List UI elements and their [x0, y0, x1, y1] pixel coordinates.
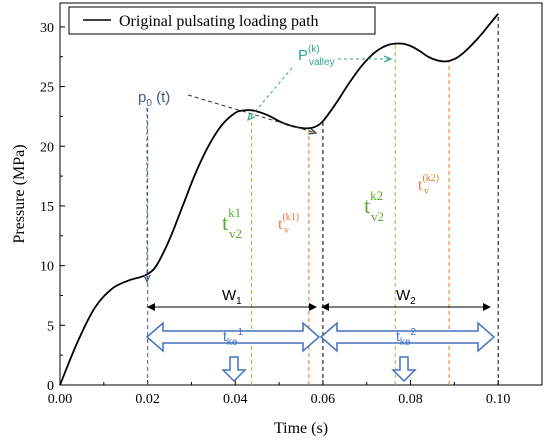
- w2-arrow-left-head: [321, 303, 329, 311]
- tvk2-label: t(k2) v: [418, 173, 439, 197]
- series-group: [59, 13, 499, 386]
- x-tick-label: 0.04: [223, 392, 248, 407]
- legend-box: [68, 6, 376, 35]
- w1-arrow-left-head: [147, 303, 155, 311]
- x-axis: 0.00 0.02 0.04 0.06 0.08 0.10: [48, 380, 511, 407]
- y-tick-label: 5: [47, 319, 54, 334]
- y-axis-label: Pressure (MPa): [11, 144, 28, 243]
- p0-arrow-valley: [187, 94, 316, 133]
- tv2k2-label: tk2 v2: [364, 188, 384, 224]
- tv2k1-label: tk1 v2: [222, 205, 242, 241]
- y-axis: 0 5 10 15 20 25 30: [40, 21, 65, 394]
- x-tick-label: 0.02: [135, 392, 160, 407]
- pvalley-label: P(k) valley: [298, 44, 335, 68]
- reference-lines: [147, 14, 499, 385]
- legend: Original pulsating loading path: [68, 6, 376, 35]
- w1-label: W1: [222, 287, 242, 307]
- tke2-label: tke2: [396, 327, 416, 348]
- tke2-double-arrow: [319, 321, 496, 353]
- y-tick-label: 20: [40, 140, 54, 155]
- x-tick-label: 0.10: [486, 392, 511, 407]
- annotation-arrows: [145, 59, 496, 383]
- y-tick-label: 30: [40, 21, 54, 36]
- pvalley-arrow-left: [248, 67, 293, 120]
- annotation-labels: p0 (t) P(k) valley tk1 v2 t(k1) v tk2 v2 t(k…: [138, 44, 439, 348]
- plot-frame: [59, 2, 543, 386]
- tvk1-label: t(k1) v: [278, 212, 299, 236]
- x-tick-label: 0.00: [48, 392, 73, 407]
- y-tick-label: 25: [40, 81, 54, 96]
- p0-label: p0 (t): [138, 89, 170, 109]
- w2-label: W2: [396, 287, 416, 307]
- x-axis-label: Time (s): [274, 420, 328, 437]
- y-tick-label: 0: [47, 379, 54, 394]
- x-tick-label: 0.08: [398, 392, 423, 407]
- tke1-double-arrow: [145, 321, 321, 353]
- legend-label: Original pulsating loading path: [119, 13, 319, 30]
- y-tick-label: 10: [40, 260, 54, 275]
- y-tick-label: 15: [40, 200, 54, 215]
- tke1-label: tke1: [223, 327, 243, 348]
- x-tick-label: 0.06: [311, 392, 336, 407]
- tke1-down-arrow: [221, 356, 247, 383]
- series-line: [59, 13, 499, 386]
- tke2-down-arrow: [391, 356, 417, 383]
